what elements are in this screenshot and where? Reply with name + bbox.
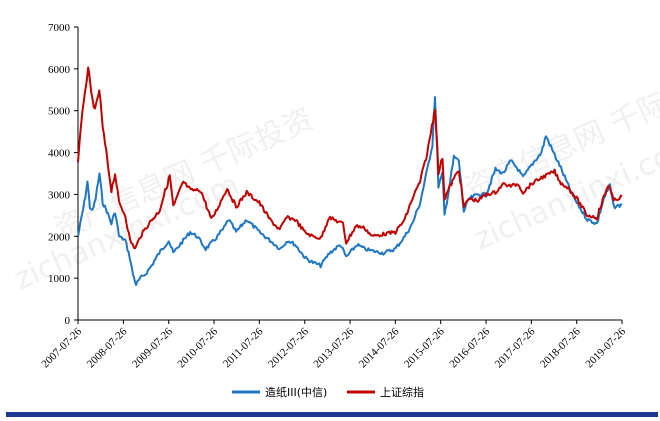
y-tick-label: 0 <box>65 315 71 327</box>
x-tick-label: 2007-07-26 <box>39 325 84 370</box>
x-tick-label: 2013-07-26 <box>311 325 356 370</box>
x-tick-label: 2009-07-26 <box>130 325 175 370</box>
x-tick-label: 2008-07-26 <box>85 325 130 370</box>
x-tick-label: 2018-07-26 <box>538 325 583 370</box>
y-axis-ticks: 0 1000 2000 3000 4000 5000 6000 7000 <box>48 22 78 327</box>
legend-label-2: 上证综指 <box>380 385 424 399</box>
x-tick-label: 2012-07-26 <box>266 325 311 370</box>
y-tick-label: 2000 <box>48 231 71 243</box>
series-lines <box>77 66 623 286</box>
watermark: 资产信息网 千际投资 zichanxinxi.com 资产信息网 千际投资 zi… <box>9 62 660 298</box>
x-axis-ticks: 2007-07-26 2008-07-26 2009-07-26 2010-07-26… <box>39 320 628 370</box>
bottom-accent-bar <box>6 412 658 417</box>
x-tick-label: 2014-07-26 <box>357 325 402 370</box>
y-tick-label: 1000 <box>48 273 71 285</box>
x-tick-label: 2017-07-26 <box>493 325 538 370</box>
legend-label-1: 造纸III(中信) <box>265 385 327 399</box>
x-tick-label: 2010-07-26 <box>175 325 220 370</box>
series-line-1 <box>77 96 623 286</box>
x-tick-label: 2016-07-26 <box>447 325 492 370</box>
y-tick-label: 4000 <box>48 148 71 160</box>
y-tick-label: 5000 <box>48 106 71 118</box>
legend: 造纸III(中信) 上证综指 <box>232 385 424 399</box>
y-tick-label: 6000 <box>48 64 71 76</box>
x-tick-label: 2015-07-26 <box>402 325 447 370</box>
x-tick-label: 2019-07-26 <box>583 325 628 370</box>
y-tick-label: 3000 <box>48 189 71 201</box>
series-line-2 <box>77 66 623 250</box>
x-tick-label: 2011-07-26 <box>221 325 266 370</box>
y-tick-label: 7000 <box>48 22 71 34</box>
